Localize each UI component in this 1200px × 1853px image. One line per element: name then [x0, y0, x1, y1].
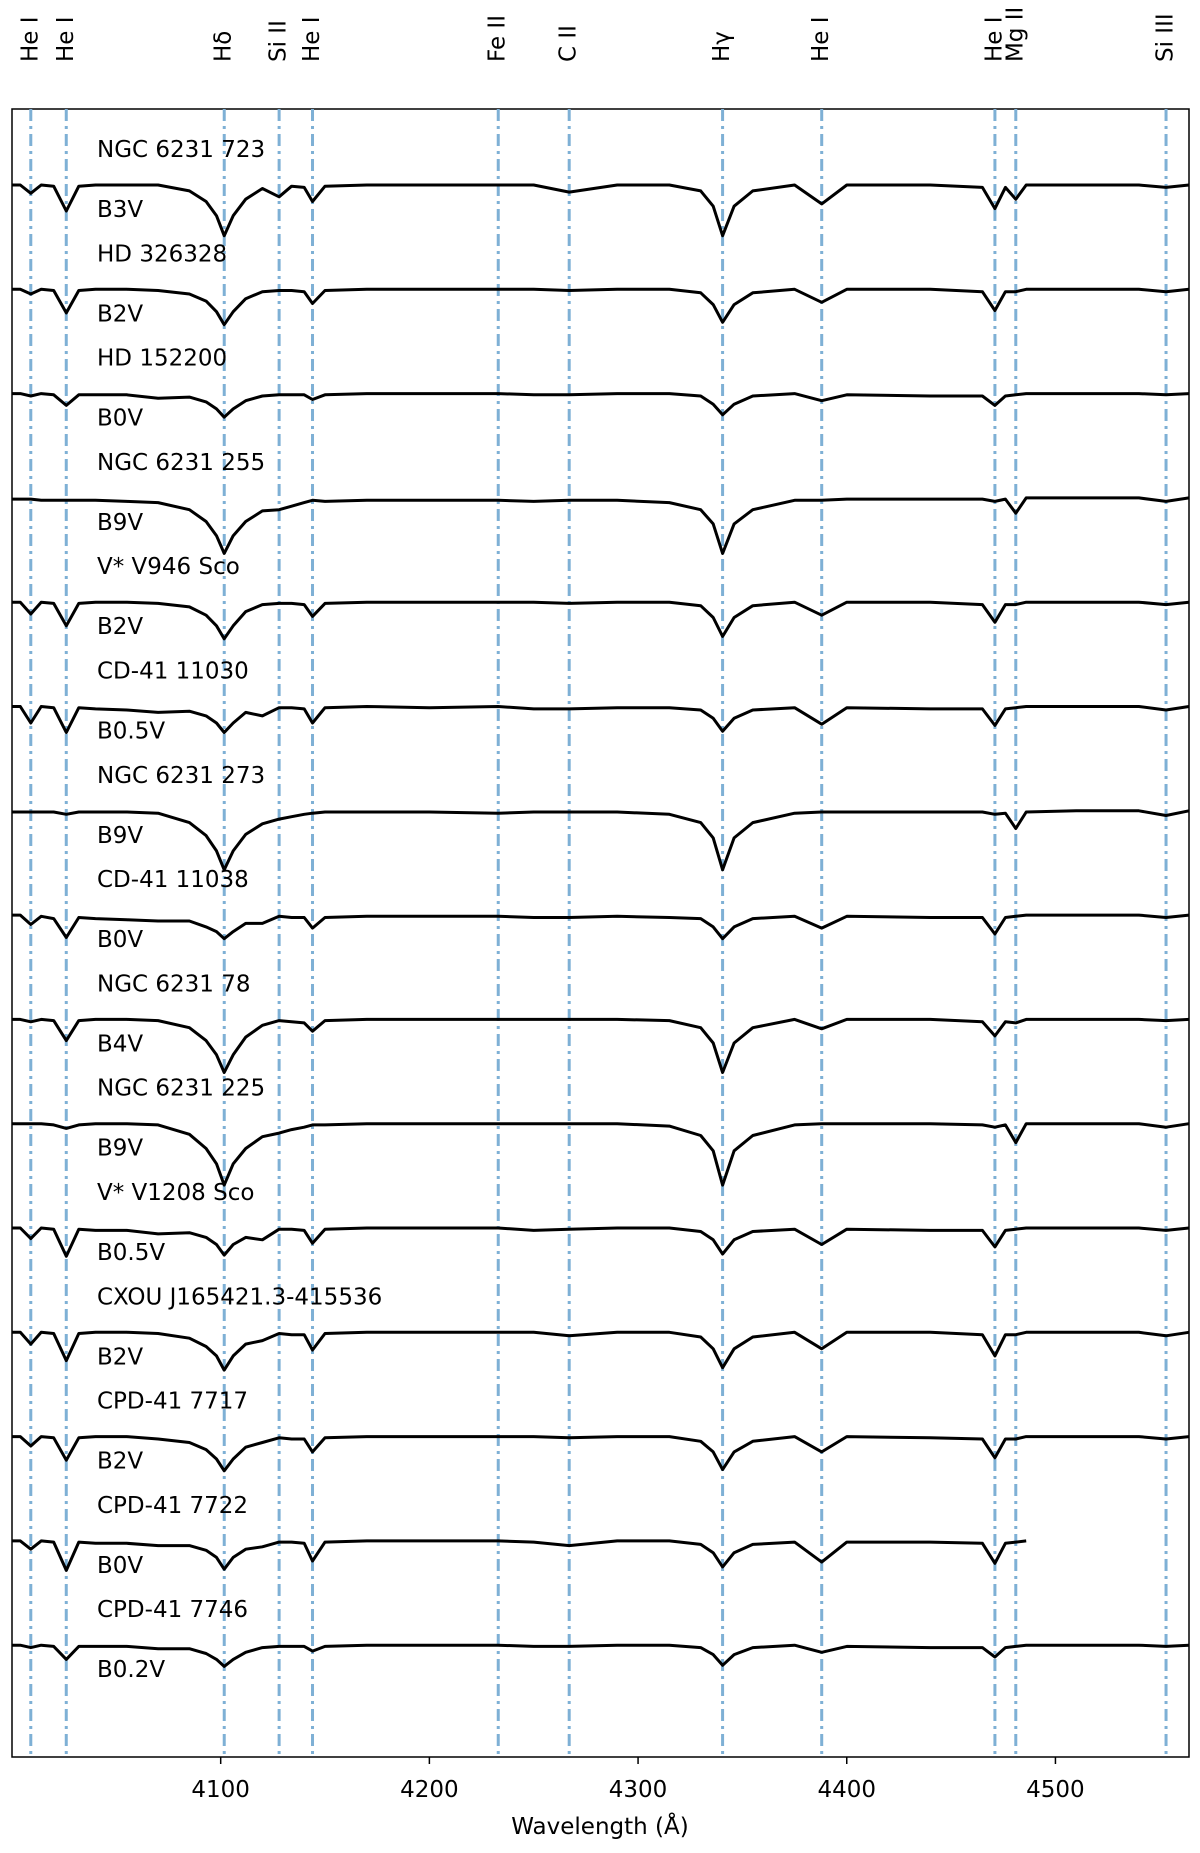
spectrum [12, 1539, 1027, 1572]
spectrum [12, 809, 1190, 872]
star-name: NGC 6231 255 [97, 450, 265, 476]
star-name: CXOU J165421.3-415536 [97, 1284, 382, 1310]
spectrum [12, 1122, 1190, 1187]
star-name: HD 326328 [97, 241, 227, 267]
x-tick-label: 4400 [817, 1777, 876, 1803]
line-marker-label: Mg II [1002, 7, 1028, 62]
star-name: V* V946 Sco [97, 554, 240, 580]
spectral-type: B0.5V [97, 1240, 165, 1266]
spectrum [12, 287, 1190, 327]
spectral-type: B0V [97, 406, 143, 432]
line-marker-label: Hγ [709, 31, 735, 62]
line-marker-label: Si II [266, 20, 292, 62]
line-marker-label: He I [981, 16, 1007, 62]
spectrum [12, 913, 1190, 941]
spectrum [12, 705, 1190, 734]
spectrum [12, 1435, 1190, 1473]
spectral-type: B0.5V [97, 719, 165, 745]
x-tick-label: 4200 [400, 1777, 459, 1803]
x-axis-label: Wavelength (Å) [511, 1812, 688, 1840]
line-marker-label: He I [53, 16, 79, 62]
star-name: V* V1208 Sco [97, 1180, 254, 1206]
plot-frame [11, 108, 1190, 1758]
spectral-type: B2V [97, 614, 143, 640]
line-marker-label: He I [808, 16, 834, 62]
star-name: NGC 6231 225 [97, 1076, 265, 1102]
spectral-type: B2V [97, 301, 143, 327]
spectrum [12, 1017, 1190, 1074]
spectrum [12, 496, 1190, 555]
spectrum [12, 1330, 1190, 1372]
line-marker-label: C II [556, 25, 582, 62]
spectrum [12, 600, 1190, 641]
star-name: CD-41 11030 [97, 659, 249, 685]
x-tick-label: 4100 [191, 1777, 250, 1803]
star-name: CD-41 11038 [97, 867, 249, 893]
spectral-type: B9V [97, 510, 143, 536]
spectral-type: B9V [97, 1136, 143, 1162]
spectrum [12, 392, 1190, 419]
x-tick-label: 4500 [1026, 1777, 1085, 1803]
star-name: NGC 6231 723 [97, 137, 265, 163]
line-marker-label: Hδ [211, 31, 237, 62]
star-name: CPD-41 7746 [97, 1597, 248, 1623]
spectrum [12, 1226, 1190, 1258]
star-name: NGC 6231 273 [97, 763, 265, 789]
spectral-type: B0V [97, 1553, 143, 1579]
spectral-type: B2V [97, 1449, 143, 1475]
star-name: CPD-41 7717 [97, 1389, 248, 1415]
star-name: CPD-41 7722 [97, 1493, 248, 1519]
line-marker-label: Fe II [485, 15, 511, 62]
x-tick-label: 4300 [609, 1777, 668, 1803]
spectrum [12, 1643, 1190, 1668]
star-name: HD 152200 [97, 346, 227, 372]
spectral-type: B4V [97, 1031, 143, 1057]
spectral-type: B2V [97, 1344, 143, 1370]
spectral-type: B0V [97, 927, 143, 953]
line-marker-label: He I [17, 16, 43, 62]
spectrum [12, 183, 1190, 238]
spectral-type: B3V [97, 197, 143, 223]
star-name: NGC 6231 78 [97, 971, 251, 997]
spectral-type: B0.2V [97, 1657, 165, 1683]
line-marker-label: He I [299, 16, 325, 62]
spectral-type: B9V [97, 823, 143, 849]
line-marker-label: Si III [1153, 13, 1179, 62]
